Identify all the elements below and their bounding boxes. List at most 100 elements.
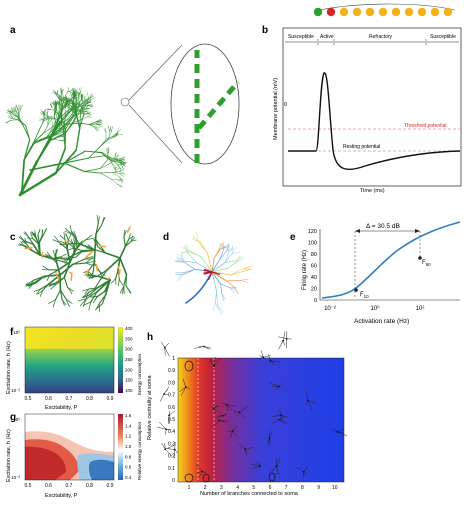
e-xtick: 10⁻² <box>324 306 336 312</box>
colorbar-tick: 350 <box>125 336 133 341</box>
h-xtick: 5 <box>252 485 255 491</box>
chain-node <box>430 7 440 17</box>
f90-point <box>418 256 422 260</box>
h-ytick: 0.5 <box>168 417 175 423</box>
f90-label: F90 <box>422 260 431 267</box>
chain-node <box>417 7 427 17</box>
colorbar-tick: 0.8 <box>125 454 132 459</box>
firing-rate-curve <box>321 221 461 299</box>
panel-b-frame <box>282 27 462 187</box>
panel-e-plot: 0 20 40 60 80 100 120 10⁻² 10⁰ 10² Δ = 30.5 dB F… <box>308 221 461 312</box>
chain-node <box>378 7 388 17</box>
chain-dots <box>313 3 456 17</box>
panel-label-a: a <box>10 25 16 36</box>
chain-node <box>443 7 453 17</box>
colorbar-tick: 1.4 <box>125 423 132 428</box>
panel-f-colorbar <box>118 327 123 393</box>
heatmap-xtick: 0.7 <box>66 396 73 402</box>
chain-node <box>391 7 401 17</box>
colorbar-tick: 1.0 <box>125 444 132 449</box>
heatmap-xtick: 0.9 <box>107 483 114 489</box>
h-ytick: 0 <box>172 478 175 484</box>
colorbar-tick: 100 <box>125 388 133 393</box>
phase-arrows <box>285 39 459 45</box>
f10-label: F10 <box>360 292 369 299</box>
h-ytick: 0.6 <box>168 405 175 411</box>
colorbar-tick: 300 <box>125 347 133 352</box>
chain-node <box>352 7 362 17</box>
colorbar-tick: 150 <box>125 378 133 383</box>
panel-f-ylabel: Excitation rate, h (Hz) <box>6 341 12 394</box>
e-ytick: 20 <box>311 287 317 293</box>
e-xtick: 10⁰ <box>370 305 380 312</box>
panel-label-b: b <box>262 25 268 36</box>
h-xtick: 3 <box>220 485 223 491</box>
zoom-line-bottom <box>128 104 183 164</box>
colorbar-tick: 0.4 <box>125 475 132 480</box>
colorbar-tick: 250 <box>125 357 133 362</box>
branch-network-drawing <box>18 214 137 312</box>
e-ytick: 60 <box>311 264 317 270</box>
panel-label-e: e <box>290 232 296 243</box>
phase-susceptible-1: Susceptible <box>288 34 314 40</box>
h-xtick: 8 <box>301 485 304 491</box>
e-ytick: 0 <box>314 298 317 304</box>
zoom-line-top <box>128 44 183 101</box>
colorbar-tick: 400 <box>125 326 133 331</box>
e-ytick: 40 <box>311 275 317 281</box>
h-ytick: 0.7 <box>168 393 175 399</box>
phase-susceptible-2: Susceptible <box>430 34 456 40</box>
chain-node <box>404 7 414 17</box>
panel-g-cbar-label: Relative energy consumption <box>137 421 142 480</box>
panel-b-ylabel: Membrane potential (mV) <box>273 78 279 140</box>
heatmap-xtick: 0.5 <box>25 396 32 402</box>
panel-b-zero-tick: 0 <box>284 102 287 108</box>
panel-h-ylabel: Relative centrality at soma <box>147 375 153 440</box>
heatmap-xtick: 0.7 <box>66 483 73 489</box>
heatmap-xtick: 0.6 <box>45 396 52 402</box>
panel-label-c: c <box>10 232 16 243</box>
e-ytick: 120 <box>308 229 317 235</box>
h-xtick: 1 <box>188 485 191 491</box>
resting-label: Resting potential <box>343 144 380 150</box>
chain-node <box>313 7 323 17</box>
h-ytick: 1 <box>172 356 175 362</box>
e-xtick: 10² <box>416 306 425 312</box>
f-ytick-bottom: 10⁻² <box>11 388 20 393</box>
h-xtick: 9 <box>317 485 320 491</box>
zoom-ellipse <box>170 43 240 165</box>
e-ytick: 80 <box>311 252 317 258</box>
heatmap-xtick: 0.8 <box>86 483 93 489</box>
h-ytick: 0.2 <box>168 454 175 460</box>
threshold-label: Threshold potential <box>404 123 447 129</box>
h-ytick: 0.9 <box>168 368 175 374</box>
g-ytick-top: 10⁰ <box>13 417 20 422</box>
h-xtick: 10 <box>332 485 338 491</box>
panel-h-xlabel: Number of branches connected to soma <box>200 491 299 497</box>
panel-b-xlabel: Time (ms) <box>360 188 385 194</box>
zoomed-branch <box>194 50 240 163</box>
f10-point <box>354 288 358 292</box>
panel-f-cbar-label: Energy consumption <box>137 353 142 395</box>
colorbar-tick: 200 <box>125 367 133 372</box>
panel-g-heatmap: 1.6 1.4 1.2 1.0 0.8 0.6 0.4 0.5 0.6 0.7 0.8 0.9 10… <box>11 413 132 489</box>
h-xtick: 7 <box>285 485 288 491</box>
h-ytick: 0.4 <box>168 429 175 435</box>
e-ytick: 100 <box>308 241 317 247</box>
panel-e-xlabel: Activation rate (Hz) <box>354 318 409 325</box>
panel-g-xlabel: Excitability, P <box>45 493 78 499</box>
panel-label-h: h <box>147 332 153 343</box>
action-potential-trace <box>288 72 461 171</box>
chain-node <box>365 7 375 17</box>
heatmap-xtick: 0.9 <box>107 396 114 402</box>
chain-node <box>326 7 336 17</box>
colorbar-tick: 1.6 <box>125 413 132 418</box>
h-ytick: 0.8 <box>168 380 175 386</box>
colorbar-tick: 0.6 <box>125 465 132 470</box>
neuron-drawing <box>174 232 254 315</box>
g-ytick-bottom: 10⁻² <box>11 475 20 480</box>
h-ytick: 0.3 <box>168 441 175 447</box>
phase-refractory: Refractory <box>369 34 393 40</box>
panel-label-f: f <box>10 327 14 338</box>
